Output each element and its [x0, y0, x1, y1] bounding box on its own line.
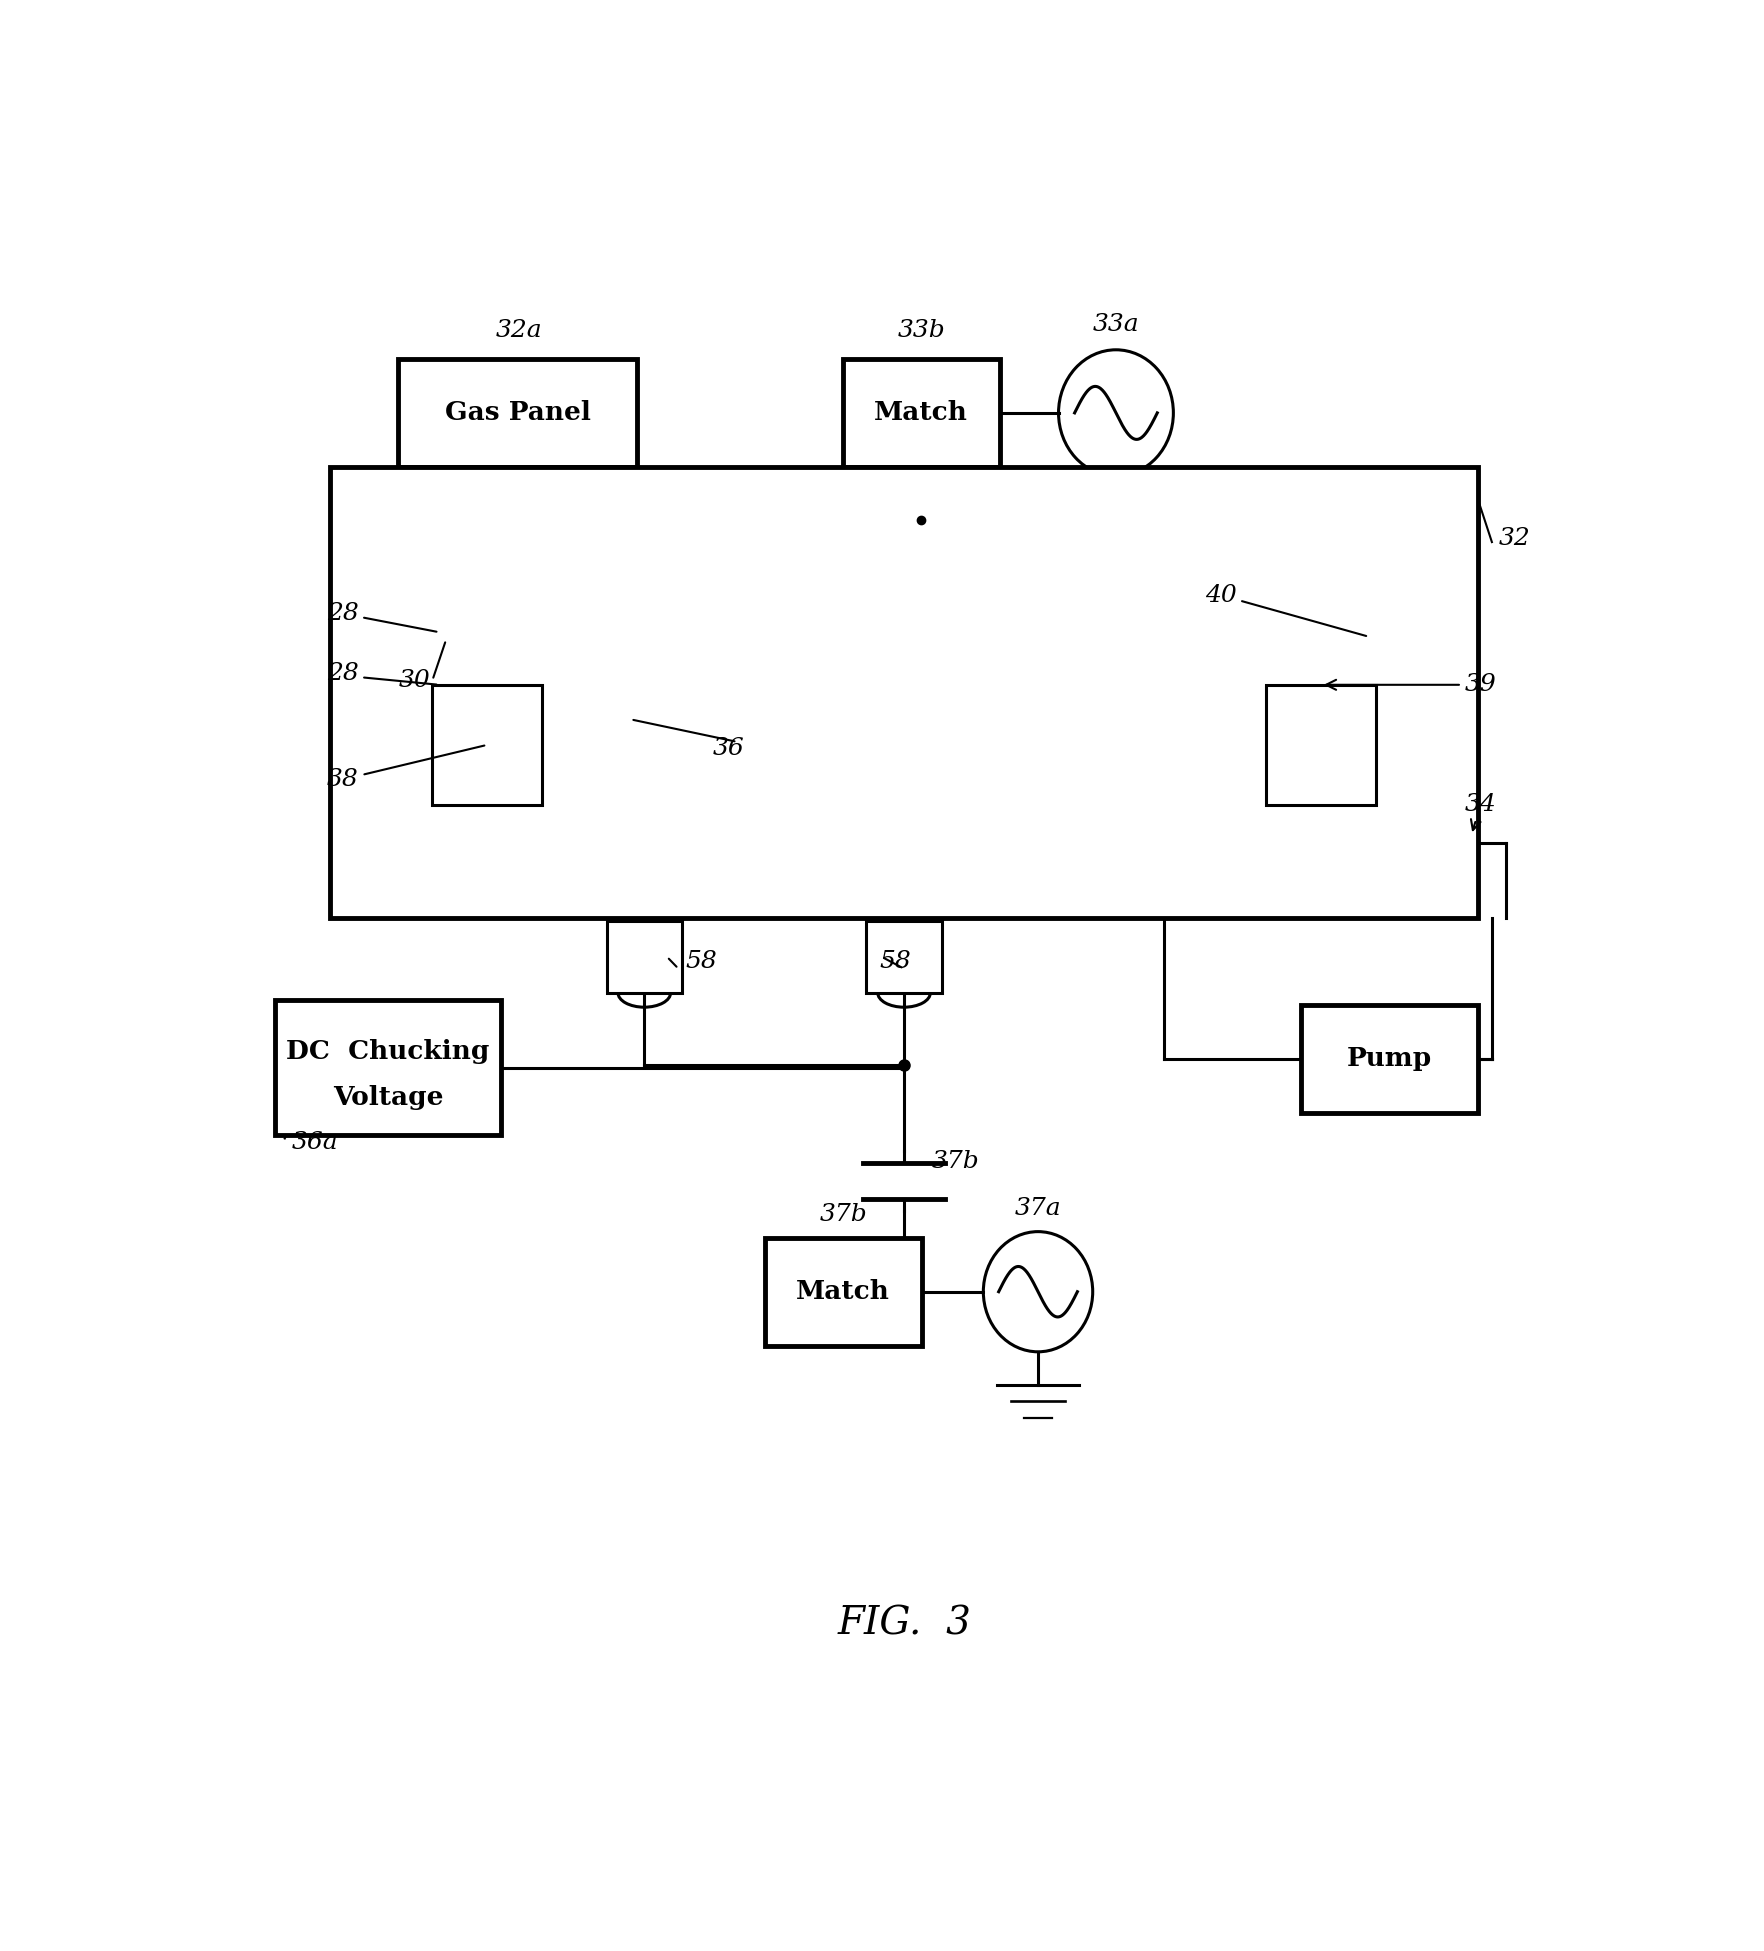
Bar [607, 921, 683, 993]
Bar [1300, 1005, 1478, 1112]
Text: 30: 30 [399, 669, 430, 693]
Bar [432, 685, 542, 806]
Text: 38: 38 [326, 745, 485, 790]
Text: 36: 36 [713, 737, 744, 759]
Text: 40: 40 [1205, 583, 1365, 636]
Text: 39: 39 [1327, 673, 1496, 697]
Bar [399, 359, 637, 466]
Bar [764, 1237, 923, 1346]
Text: 37a: 37a [1014, 1196, 1062, 1219]
Bar [275, 1001, 501, 1135]
Text: 37b: 37b [931, 1149, 979, 1173]
Text: 58: 58 [880, 950, 912, 974]
Bar [866, 921, 942, 993]
Text: 36a: 36a [291, 1130, 339, 1153]
Text: 32: 32 [1499, 527, 1531, 550]
Text: Gas Panel: Gas Panel [445, 400, 591, 425]
Text: 58: 58 [686, 950, 716, 974]
Text: 37b: 37b [820, 1202, 868, 1225]
Text: 33a: 33a [1092, 314, 1140, 336]
Text: 34: 34 [1464, 794, 1496, 829]
Bar [843, 359, 1000, 466]
Bar [1267, 685, 1376, 806]
Text: 33b: 33b [898, 320, 946, 341]
Text: FIG.  3: FIG. 3 [838, 1606, 970, 1643]
Text: Match: Match [875, 400, 968, 425]
Text: Voltage: Voltage [333, 1085, 443, 1110]
Text: 28: 28 [326, 661, 358, 685]
Text: DC  Chucking: DC Chucking [286, 1040, 490, 1063]
Text: 32a: 32a [496, 320, 542, 341]
Text: Match: Match [796, 1280, 891, 1303]
Bar [330, 466, 1478, 917]
Text: 28: 28 [326, 601, 358, 624]
Text: Pump: Pump [1346, 1046, 1432, 1071]
